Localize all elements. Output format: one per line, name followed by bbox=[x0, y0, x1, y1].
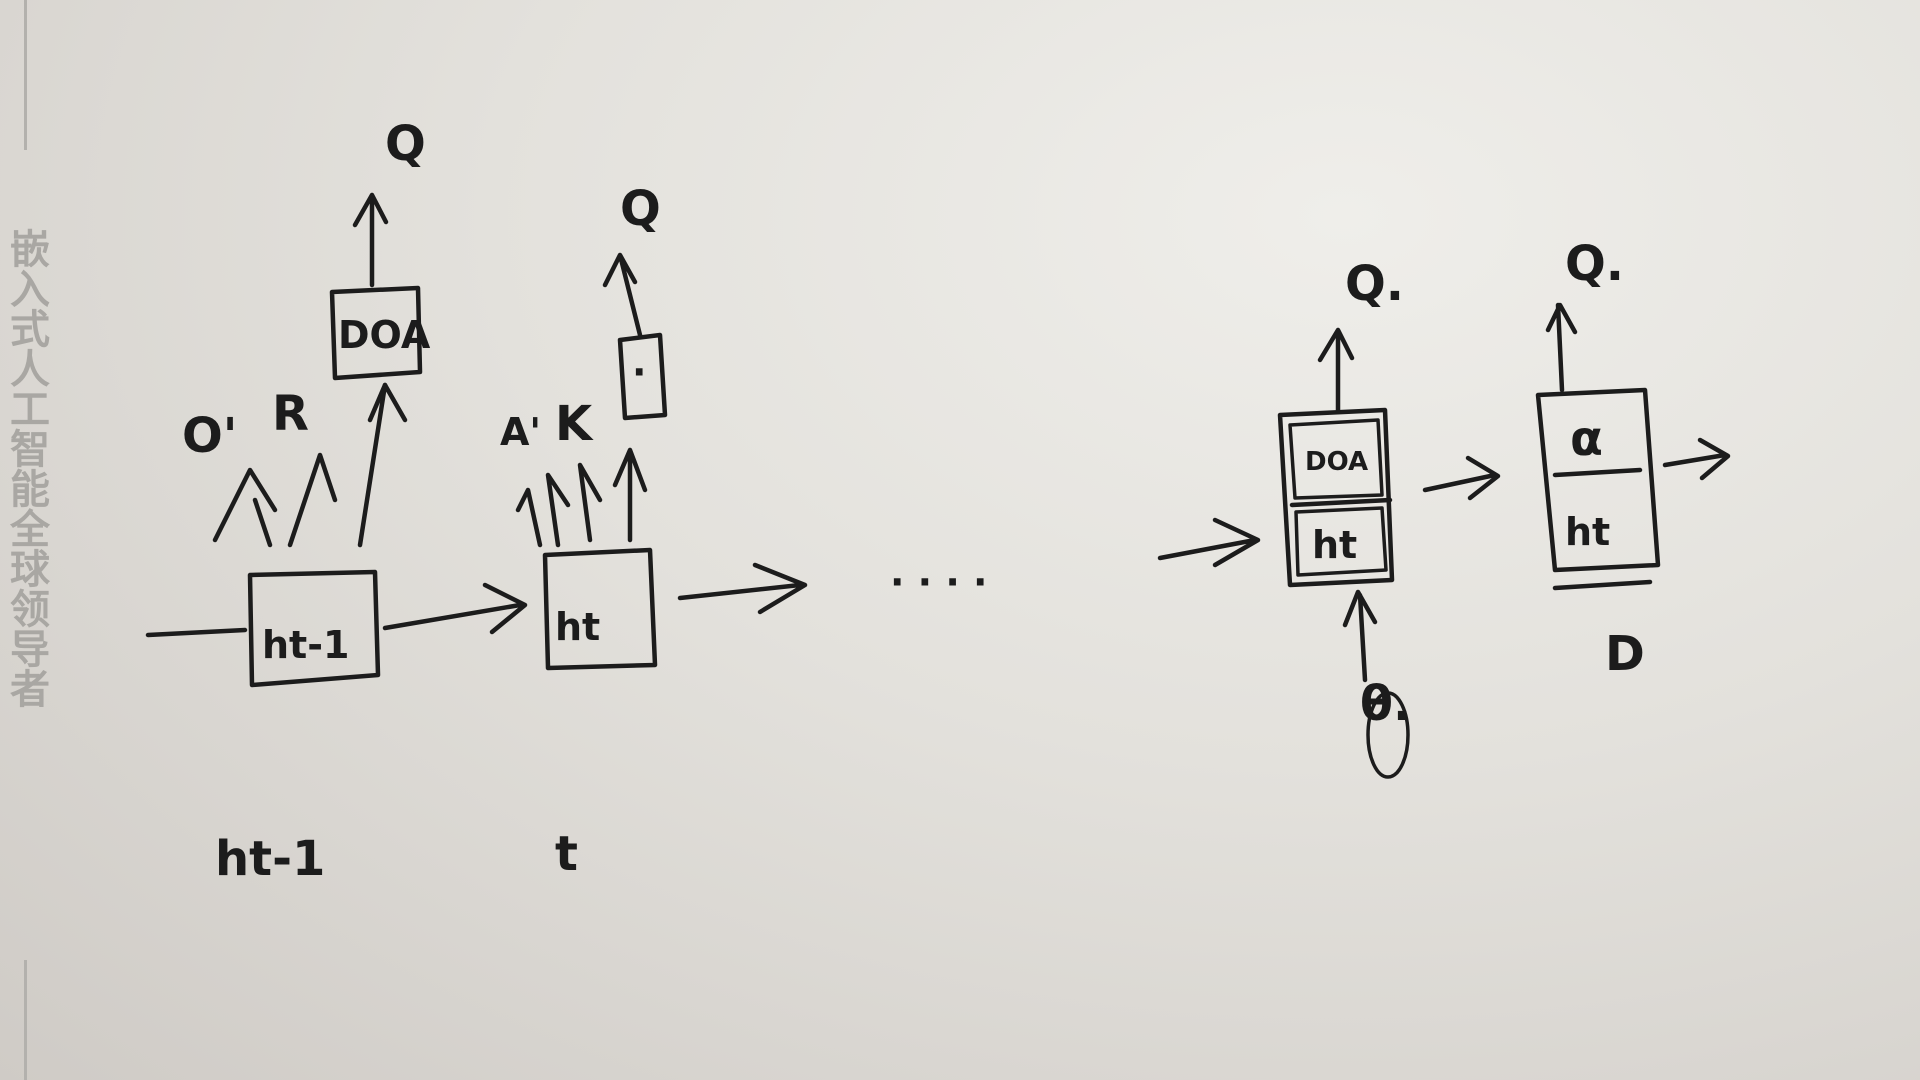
step1-arrow-a bbox=[252, 497, 273, 548]
arrow-step1-to-step2 bbox=[382, 582, 528, 635]
step1-doa-label: DOA bbox=[338, 313, 431, 357]
step4-arrow-out bbox=[1662, 437, 1731, 481]
step3-top-box-label: DOA bbox=[1305, 447, 1368, 477]
step1-cell-box bbox=[247, 569, 381, 688]
arrow-into-step3 bbox=[1157, 517, 1261, 568]
step2-time-label: t bbox=[555, 826, 578, 882]
step3-outer-box bbox=[1277, 407, 1395, 588]
step1-arrow-doa bbox=[357, 382, 408, 548]
step1-input-label-r: R bbox=[272, 386, 309, 442]
margin-rule-bottom bbox=[24, 960, 27, 1080]
step2-arrow-1 bbox=[515, 487, 543, 548]
step2-input-label-a: A' bbox=[500, 410, 541, 454]
step2-output-box bbox=[617, 332, 668, 421]
step3-q-label: Q. bbox=[1345, 256, 1404, 312]
step2-arrow-4 bbox=[612, 447, 648, 543]
step1-group: ht-1 O' R DOA Q ht-1 bbox=[145, 116, 431, 887]
step1-arrow-q bbox=[352, 192, 389, 288]
step2-cell-box bbox=[542, 547, 658, 671]
step4-underline bbox=[1552, 579, 1653, 591]
step2-q-label: Q bbox=[620, 181, 661, 237]
margin-rule-top bbox=[24, 0, 27, 150]
step4-box-top-label: α bbox=[1570, 411, 1603, 467]
step3-group: DOA ht Q. θ. bbox=[1277, 256, 1411, 779]
step1-incoming-line bbox=[145, 627, 248, 638]
step1-arrow-r bbox=[287, 452, 338, 548]
step2-arrow-3 bbox=[577, 462, 603, 543]
step3-bottom-box-label: ht bbox=[1312, 523, 1357, 567]
step2-output-label: · bbox=[632, 350, 646, 394]
step4-arrow-q bbox=[1545, 302, 1578, 393]
step2-group: ht A' K · Q t bbox=[500, 181, 668, 882]
step4-d-label: D bbox=[1605, 626, 1645, 682]
step1-arrow-o bbox=[212, 467, 278, 543]
step1-time-label: ht-1 bbox=[215, 831, 325, 887]
step4-group: α ht Q. D bbox=[1535, 236, 1731, 682]
step1-cell-label: ht-1 bbox=[262, 623, 349, 667]
step1-doa-box bbox=[329, 285, 423, 381]
margin-slogan: 嵌入式人工智能全球领导者 bbox=[3, 228, 49, 708]
step3-bottom-box bbox=[1294, 506, 1388, 577]
step2-cell-label: ht bbox=[555, 605, 600, 649]
step4-q-label: Q. bbox=[1565, 236, 1624, 292]
step3-arrow-q bbox=[1317, 327, 1355, 413]
step4-box bbox=[1535, 387, 1661, 573]
step3-arrow-theta bbox=[1342, 589, 1378, 683]
arrow-step3-to-step4 bbox=[1422, 455, 1501, 501]
step3-divider bbox=[1289, 497, 1393, 508]
step3-top-box bbox=[1288, 418, 1384, 500]
step1-input-label-o: O' bbox=[182, 408, 238, 464]
step2-arrow-q bbox=[602, 252, 643, 338]
ellipsis: · · · · bbox=[890, 560, 987, 604]
step2-input-label-k: K bbox=[555, 396, 594, 452]
step4-box-bottom-label: ht bbox=[1565, 510, 1610, 554]
step2-arrow-2 bbox=[545, 472, 571, 548]
step4-fraction-line bbox=[1552, 467, 1643, 478]
step1-arrow-doa-head bbox=[367, 382, 388, 423]
arrow-step2-out bbox=[677, 562, 808, 615]
step1-q-label: Q bbox=[385, 116, 426, 172]
step3-theta-circle bbox=[1366, 691, 1410, 779]
